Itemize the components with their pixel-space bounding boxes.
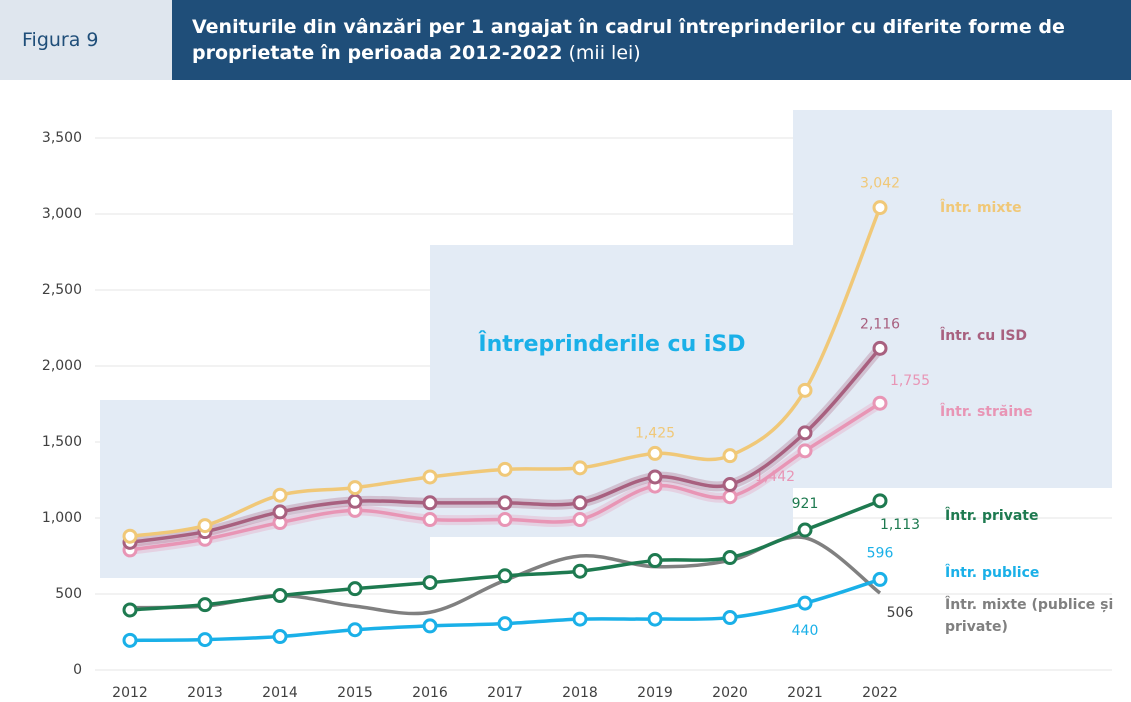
point: [872, 493, 888, 509]
x-tick-label: 2017: [487, 685, 523, 701]
x-tick-label: 2020: [712, 685, 748, 701]
point: [572, 495, 588, 511]
point: [347, 581, 363, 597]
value-label: 596: [867, 545, 894, 561]
y-tick-label: 3,500: [42, 130, 82, 146]
point: [422, 618, 438, 634]
point: [797, 522, 813, 538]
series-line: [129, 206, 882, 538]
point: [272, 588, 288, 604]
point: [497, 512, 513, 528]
value-label: 1,442: [755, 469, 795, 485]
value-label: 2,116: [860, 316, 900, 332]
x-tick-label: 2022: [862, 685, 898, 701]
point: [497, 461, 513, 477]
title: Veniturile din vânzări per 1 angajat în …: [192, 16, 1065, 64]
legend-label: Într. mixte (publice și private): [945, 597, 1114, 635]
x-tick-label: 2021: [787, 685, 823, 701]
series-line: [129, 577, 881, 643]
point: [197, 632, 213, 648]
point: [647, 611, 663, 627]
point: [347, 480, 363, 496]
value-label: 506: [887, 605, 914, 621]
point: [872, 200, 888, 216]
point: [122, 632, 138, 648]
y-tick-label: 0: [73, 662, 82, 678]
series-line: [129, 347, 882, 545]
point: [722, 550, 738, 566]
figure-label: Figura 9: [0, 0, 172, 80]
unit: (mii lei): [568, 42, 641, 64]
x-tick-label: 2013: [187, 685, 223, 701]
point: [422, 495, 438, 511]
x-tick-label: 2018: [562, 685, 598, 701]
legend-label: Într. publice: [945, 565, 1040, 581]
point: [647, 445, 663, 461]
x-tick-label: 2014: [262, 685, 298, 701]
legend-label: Într. private: [945, 508, 1039, 524]
point: [647, 469, 663, 485]
value-label: 921: [792, 496, 819, 512]
point: [797, 595, 813, 611]
point: [797, 443, 813, 459]
value-label: 1,113: [880, 517, 920, 533]
point: [572, 512, 588, 528]
point: [872, 340, 888, 356]
annotation: Întreprinderile cu iSD: [478, 331, 745, 357]
point: [722, 489, 738, 505]
y-tick-label: 1,000: [42, 510, 82, 526]
value-label: 440: [792, 623, 819, 639]
point: [572, 611, 588, 627]
point: [422, 575, 438, 591]
point: [872, 395, 888, 411]
point: [497, 616, 513, 632]
point: [722, 448, 738, 464]
point: [647, 553, 663, 569]
point: [722, 610, 738, 626]
shaded-region: [100, 110, 1112, 578]
series-line: [129, 401, 881, 552]
point: [272, 629, 288, 645]
y-tick-label: 1,500: [42, 434, 82, 450]
point: [722, 477, 738, 493]
point: [197, 597, 213, 613]
point: [497, 495, 513, 511]
y-tick-label: 2,500: [42, 282, 82, 298]
point: [122, 528, 138, 544]
y-tick-label: 500: [55, 586, 82, 602]
y-tick-label: 2,000: [42, 358, 82, 374]
point: [347, 622, 363, 638]
legend-label: Într. străine: [940, 404, 1033, 420]
point: [797, 382, 813, 398]
x-tick-label: 2012: [112, 685, 148, 701]
value-label: 3,042: [860, 176, 900, 192]
y-tick-label: 3,000: [42, 206, 82, 222]
point: [422, 469, 438, 485]
point: [347, 493, 363, 509]
point: [572, 460, 588, 476]
x-tick-label: 2019: [637, 685, 673, 701]
value-label: 1,755: [890, 373, 930, 389]
value-label: 1,425: [635, 425, 675, 441]
point: [197, 518, 213, 534]
point: [572, 563, 588, 579]
point: [497, 568, 513, 584]
point: [122, 602, 138, 618]
point: [272, 504, 288, 520]
point: [872, 571, 888, 587]
chart-title: Veniturile din vânzări per 1 angajat în …: [172, 0, 1131, 80]
legend-label: Într. cu ISD: [940, 328, 1028, 344]
point: [422, 512, 438, 528]
x-tick-label: 2015: [337, 685, 373, 701]
x-tick-label: 2016: [412, 685, 448, 701]
point: [272, 487, 288, 503]
legend-label: Într. mixte: [940, 200, 1022, 216]
point: [797, 425, 813, 441]
